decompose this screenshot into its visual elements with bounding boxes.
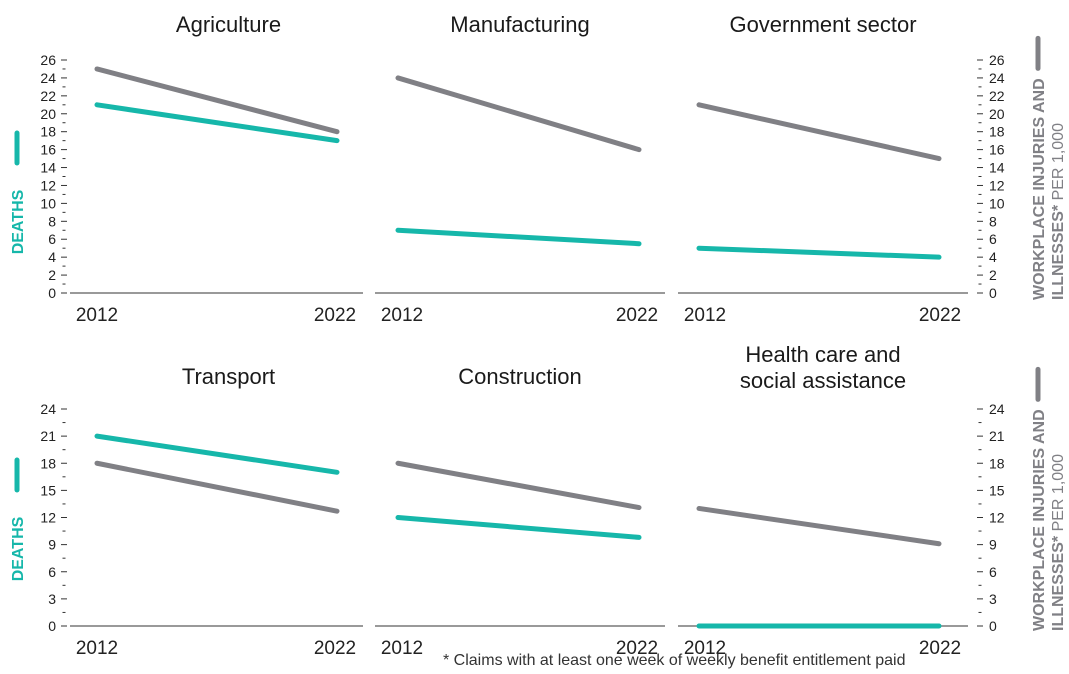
- y-tick-label-5-6: 6: [989, 564, 997, 580]
- y-tick-label-2-4: 4: [989, 249, 997, 265]
- y-tick-label-2-2: 2: [989, 267, 997, 283]
- y-tick-label-3-12: 12: [40, 510, 56, 526]
- y-tick-label-3-24: 24: [40, 401, 56, 417]
- x-tick-label-3-1: 2022: [314, 638, 356, 659]
- deaths-line-2: [696, 245, 942, 260]
- y-tick-label-2-8: 8: [989, 213, 997, 229]
- y-tick-label-5-18: 18: [989, 455, 1005, 471]
- y-tick-label-5-12: 12: [989, 510, 1005, 526]
- y-tick-label-5-9: 9: [989, 537, 997, 553]
- y-tick-label-2-0: 0: [989, 285, 997, 301]
- y-tick-label-0-4: 4: [48, 249, 56, 265]
- x-tick-label-5-0: 2012: [684, 638, 726, 659]
- y-tick-label-0-6: 6: [48, 231, 56, 247]
- panel-title-3: Transport: [182, 364, 275, 389]
- y-tick-label-0-22: 22: [40, 88, 56, 104]
- x-tick-label-1-0: 2012: [381, 305, 423, 326]
- y-tick-label-2-16: 16: [989, 142, 1005, 158]
- y-tick-label-3-15: 15: [40, 482, 56, 498]
- injuries-line-4: [395, 460, 642, 511]
- panel-title-5-line-0: Health care and: [745, 342, 900, 367]
- y-tick-label-0-18: 18: [40, 124, 56, 140]
- y-tick-label-3-3: 3: [48, 591, 56, 607]
- y-tick-label-5-15: 15: [989, 482, 1005, 498]
- y-tick-label-0-26: 26: [40, 52, 56, 68]
- right-axis-label-line2-0: ILLNESSES* PER 1,000: [1050, 123, 1067, 300]
- x-tick-label-2-1: 2022: [919, 305, 961, 326]
- y-tick-label-2-24: 24: [989, 70, 1005, 86]
- left-axis-label-0: DEATHS: [10, 189, 27, 254]
- injuries-line-3: [94, 460, 340, 514]
- x-tick-label-3-0: 2012: [76, 638, 118, 659]
- y-tick-label-0-12: 12: [40, 177, 56, 193]
- y-tick-label-3-18: 18: [40, 455, 56, 471]
- y-tick-label-2-26: 26: [989, 52, 1005, 68]
- footnote: * Claims with at least one week of weekl…: [443, 652, 906, 669]
- y-tick-label-0-2: 2: [48, 267, 56, 283]
- deaths-line-0: [94, 102, 340, 144]
- panel-title-4: Construction: [458, 364, 582, 389]
- injuries-line-1: [395, 75, 642, 153]
- deaths-line-4: [395, 515, 642, 540]
- y-tick-label-3-9: 9: [48, 537, 56, 553]
- x-tick-label-4-0: 2012: [381, 638, 423, 659]
- y-tick-label-2-22: 22: [989, 88, 1005, 104]
- y-tick-label-0-24: 24: [40, 70, 56, 86]
- y-tick-label-3-21: 21: [40, 428, 56, 444]
- injuries-line-5: [696, 505, 942, 547]
- y-tick-label-2-6: 6: [989, 231, 997, 247]
- deaths-line-1: [395, 227, 642, 247]
- y-tick-label-3-0: 0: [48, 618, 56, 634]
- right-axis-label-line2-1: ILLNESSES* PER 1,000: [1050, 454, 1067, 631]
- y-tick-label-2-20: 20: [989, 106, 1005, 122]
- injuries-line-0: [94, 66, 340, 135]
- x-tick-label-0-1: 2022: [314, 305, 356, 326]
- y-tick-label-0-8: 8: [48, 213, 56, 229]
- panel-title-2: Government sector: [729, 12, 916, 37]
- x-tick-label-1-1: 2022: [616, 305, 658, 326]
- x-tick-label-4-1: 2022: [616, 638, 658, 659]
- y-tick-label-5-24: 24: [989, 401, 1005, 417]
- y-tick-label-2-14: 14: [989, 160, 1005, 176]
- y-tick-label-0-16: 16: [40, 142, 56, 158]
- y-tick-label-5-0: 0: [989, 618, 997, 634]
- y-tick-label-0-14: 14: [40, 160, 56, 176]
- y-tick-label-5-3: 3: [989, 591, 997, 607]
- deaths-line-3: [94, 433, 340, 475]
- panel-title-0: Agriculture: [176, 12, 281, 37]
- y-tick-label-2-10: 10: [989, 195, 1005, 211]
- y-tick-label-0-20: 20: [40, 106, 56, 122]
- panel-title-5-line-1: social assistance: [740, 368, 906, 393]
- y-tick-label-2-12: 12: [989, 177, 1005, 193]
- right-axis-label-line1-1: WORKPLACE INJURIES AND: [1031, 409, 1048, 631]
- y-tick-label-2-18: 18: [989, 124, 1005, 140]
- x-tick-label-2-0: 2012: [684, 305, 726, 326]
- y-tick-label-0-0: 0: [48, 285, 56, 301]
- x-tick-label-0-0: 2012: [76, 305, 118, 326]
- y-tick-label-3-6: 6: [48, 564, 56, 580]
- left-axis-label-1: DEATHS: [10, 516, 27, 581]
- injuries-line-2: [696, 102, 942, 162]
- panel-title-1: Manufacturing: [450, 12, 589, 37]
- x-tick-label-5-1: 2022: [919, 638, 961, 659]
- y-tick-label-5-21: 21: [989, 428, 1005, 444]
- y-tick-label-0-10: 10: [40, 195, 56, 211]
- right-axis-label-line1-0: WORKPLACE INJURIES AND: [1031, 78, 1048, 300]
